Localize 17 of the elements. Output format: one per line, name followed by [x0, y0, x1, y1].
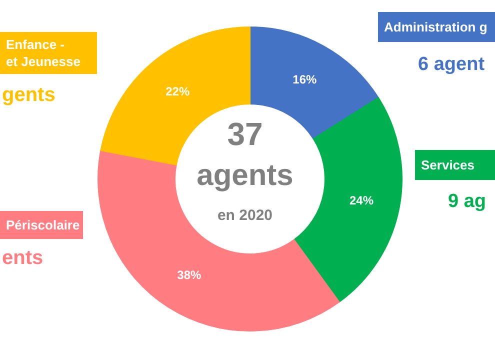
text: agents: [196, 159, 294, 192]
data-label: 16%: [292, 72, 318, 87]
text: 6 agent: [418, 54, 486, 75]
data-label: 22%: [166, 84, 190, 99]
text: gents: [2, 84, 56, 106]
text: 37: [227, 116, 263, 152]
slice-label: Administration g: [384, 20, 488, 34]
donut-slice: [98, 150, 340, 332]
text: 9 ag: [448, 191, 486, 212]
slice-label: Périscolaire: [6, 218, 80, 232]
slice-label: Enfance - et Jeunesse: [6, 37, 80, 69]
data-label: 24%: [349, 193, 374, 208]
text: en 2020: [217, 207, 273, 224]
donut-slice: [294, 97, 402, 302]
data-label: 38%: [177, 268, 202, 282]
text: ents: [2, 247, 44, 269]
slice-label: Services: [421, 158, 474, 172]
